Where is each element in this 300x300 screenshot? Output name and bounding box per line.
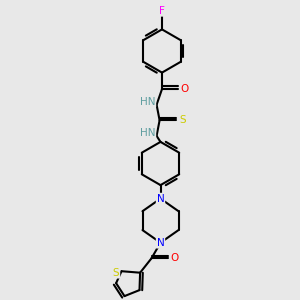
Text: N: N: [157, 238, 164, 248]
Text: O: O: [170, 253, 179, 263]
Text: N: N: [157, 194, 164, 204]
Text: S: S: [113, 268, 119, 278]
Text: O: O: [180, 84, 188, 94]
Text: F: F: [159, 6, 165, 16]
Text: HN: HN: [140, 97, 155, 107]
Text: S: S: [179, 115, 186, 125]
Text: HN: HN: [140, 128, 155, 138]
